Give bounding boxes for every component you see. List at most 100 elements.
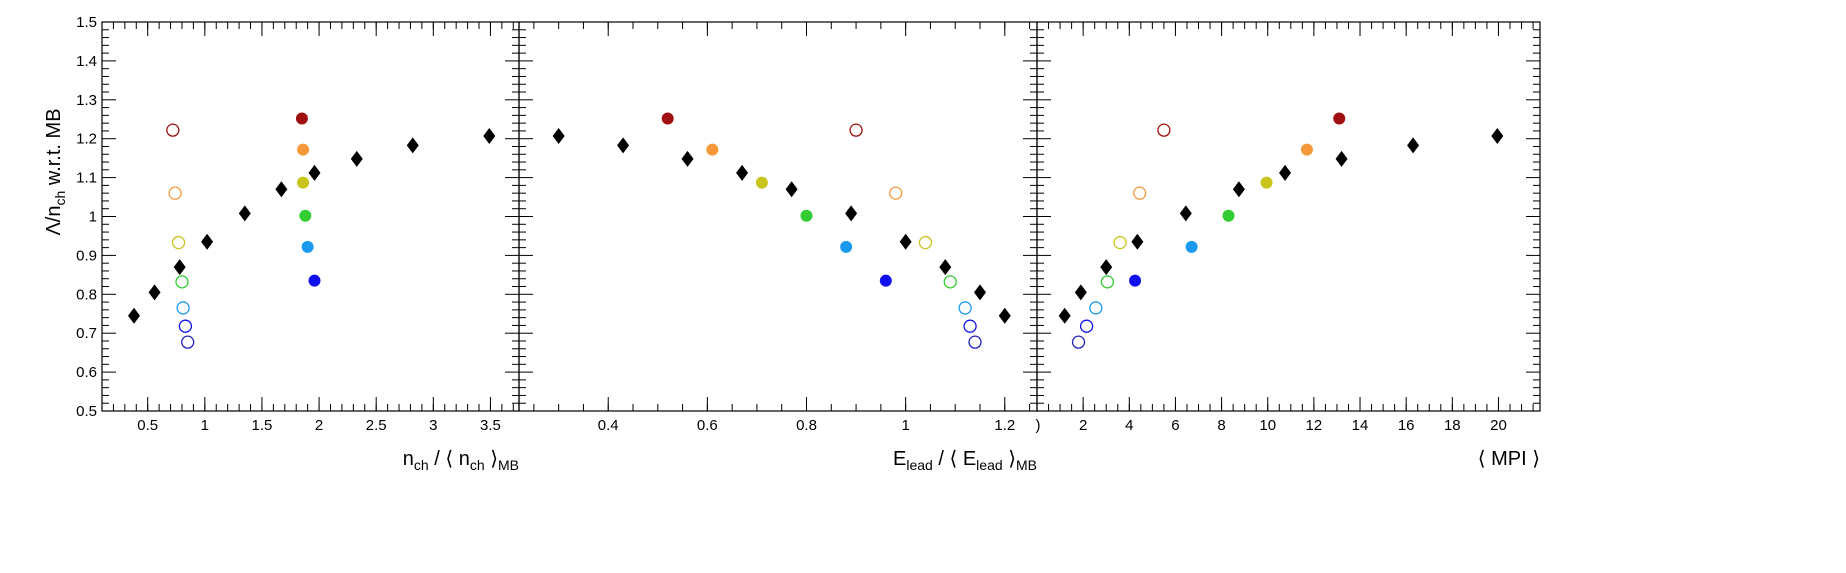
x-axis-title-part: lead (906, 457, 932, 473)
open-circle-point (1133, 186, 1147, 200)
x-axis-title-part: ⟩ (485, 448, 498, 470)
filled-circle-point (1129, 274, 1142, 287)
panels: 0.5 0.6 0.7 0.8 0.9 1 1.1 1.2 1.3 1.4 1.5 0.5 1 1.5 2 2… (76, 14, 1541, 473)
x-axis-title-part: / ⟨ n (429, 448, 470, 470)
open-circle-point (166, 123, 180, 137)
filled-circle-point (1260, 176, 1273, 189)
x-tick-label: 0.8 (796, 417, 817, 434)
x-axis-title-part: ⟩ (1003, 448, 1016, 470)
y-tick-label: 1.2 (76, 131, 97, 148)
x-tick-label: 0.6 (697, 417, 718, 434)
x-tick-label: 1 (201, 417, 209, 434)
x-tick-label: 4 (1125, 417, 1133, 434)
diamond-point (973, 284, 986, 301)
y-axis-title: Λ/nch w.r.t. MB (43, 108, 68, 235)
panel-3-frame (1036, 21, 1541, 412)
x-axis-title-part: E (893, 448, 906, 470)
x-tick-label: 3.5 (480, 417, 501, 434)
diamond-point (483, 127, 496, 144)
open-circle-point (168, 186, 182, 200)
diamond-point (845, 205, 858, 222)
diamond-point (552, 127, 565, 144)
diamond-point (127, 307, 140, 324)
open-circle-point (1113, 235, 1127, 250)
x-tick-label: 12 (1306, 417, 1323, 434)
filled-circle-point (1300, 143, 1313, 156)
diamond-point (1407, 137, 1420, 154)
x-tick-label: 16 (1398, 417, 1415, 434)
filled-circle-point (297, 143, 310, 156)
diamond-point (1279, 164, 1292, 181)
x-axis-title-part: ch (414, 457, 429, 473)
x-tick-label: 0.4 (598, 417, 619, 434)
diamond-point (308, 164, 321, 181)
x-tick-label: 2.5 (366, 417, 387, 434)
diamond-point (275, 181, 288, 198)
x-tick-label: 1 (901, 417, 909, 434)
x-tick-label: 10 (1259, 417, 1276, 434)
y-tick-label: 0.8 (76, 286, 97, 303)
diamond-point (350, 150, 363, 167)
x-axis-title-part: ch (470, 457, 485, 473)
diamond-point (148, 284, 161, 301)
open-circle-point (1100, 275, 1115, 289)
open-circle-point (175, 275, 189, 289)
diamond-point (201, 233, 214, 250)
x-tick-label: 1.5 (252, 417, 273, 434)
y-tick-label: 1.1 (76, 170, 97, 187)
y-axis-title-main: Λ/n (43, 206, 65, 236)
x-axis-title-part: n (403, 448, 414, 470)
x-tick-label: 20 (1490, 417, 1507, 434)
diamond-point (1491, 127, 1504, 144)
open-circle-point (178, 319, 193, 333)
y-axis-title-suffix: w.r.t. MB (43, 108, 65, 190)
filled-circle-point (301, 240, 314, 253)
diamond-point (617, 137, 630, 154)
open-circle-point (1157, 123, 1171, 137)
y-tick-label: 0.9 (76, 247, 97, 264)
diamond-point (1074, 284, 1087, 301)
diamond-point (1131, 233, 1144, 250)
x-tick-label: 2 (1079, 417, 1087, 434)
x-tick-label: 8 (1217, 417, 1225, 434)
open-circle-point (171, 235, 186, 250)
x-tick-label: 0.5 (137, 417, 158, 434)
x-axis-title-part: / ⟨ E (933, 448, 976, 470)
diamond-point (681, 150, 694, 167)
y-tick-label: 1.5 (76, 14, 97, 31)
panel-2-frame (518, 21, 1038, 412)
x-axis-title-part: MB (1016, 457, 1037, 473)
diamond-point (406, 137, 419, 154)
y-tick-label: 1.3 (76, 92, 97, 109)
open-circle-point (1071, 335, 1086, 349)
x-axis-title-part: ⟨ MPI ⟩ (1478, 448, 1540, 470)
filled-circle-point (879, 274, 892, 287)
y-tick-label: 1.4 (76, 53, 97, 70)
panel-2-x-axis-title: Elead / ⟨ Elead ⟩MB (893, 448, 1037, 473)
filled-circle-point (661, 112, 674, 125)
y-tick-label: 0.5 (76, 403, 97, 420)
open-circle-point (1079, 319, 1094, 333)
panel-2: 0.4 0.6 0.8 1 1.2 Elead / ⟨ Elead ⟩MB (518, 21, 1038, 473)
open-circle-point (176, 301, 190, 315)
diamond-point (1335, 150, 1348, 167)
diamond-point (1058, 307, 1071, 324)
panel-3: 2 4 6 8 10 12 14 16 18 20) ⟨ MPI ⟩ (1036, 21, 1541, 470)
x-tick-label: 3 (429, 417, 437, 434)
x-edge-label: ) (1036, 417, 1041, 434)
x-tick-label: 1.2 (994, 417, 1015, 434)
y-tick-label: 1 (89, 209, 97, 226)
open-circle-point (1089, 301, 1103, 315)
x-tick-label: 2 (315, 417, 323, 434)
open-circle-point (849, 123, 863, 137)
diamond-point (736, 164, 749, 181)
x-axis-title-part: lead (976, 457, 1002, 473)
filled-circle-point (297, 176, 310, 189)
panel-3-x-axis-title: ⟨ MPI ⟩ (1478, 448, 1540, 470)
x-axis-title-part: MB (498, 457, 519, 473)
y-tick-label: 0.7 (76, 325, 97, 342)
x-tick-label: 18 (1444, 417, 1461, 434)
open-circle-point (963, 319, 977, 333)
filled-circle-point (308, 274, 321, 287)
open-circle-point (918, 235, 933, 250)
